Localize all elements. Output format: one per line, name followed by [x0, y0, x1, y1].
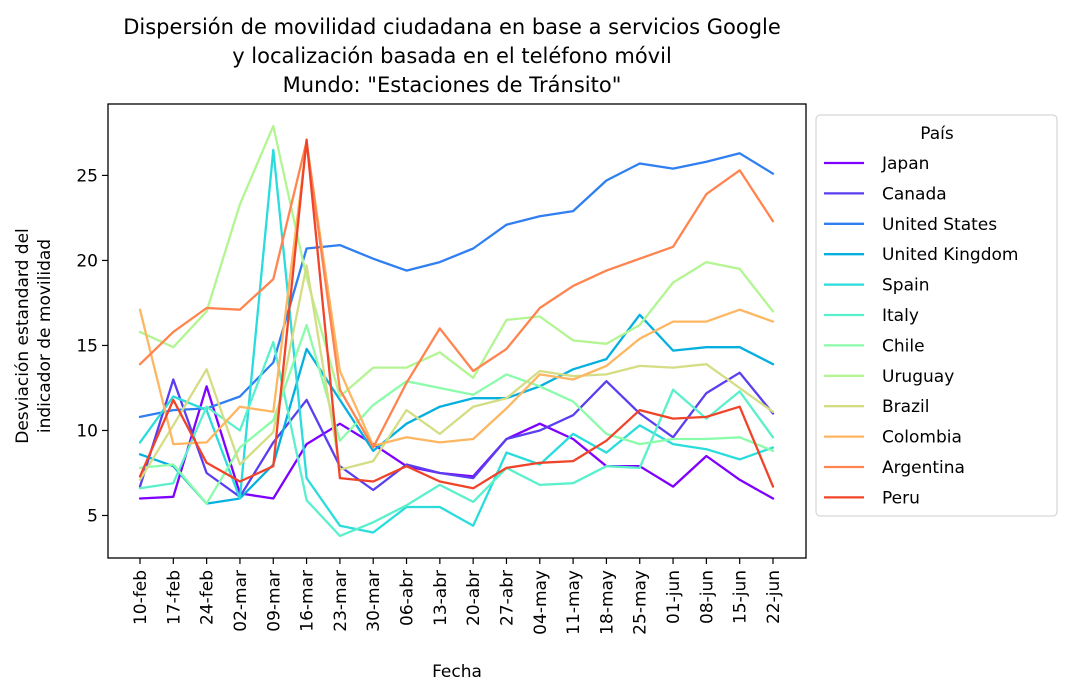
y-tick-label: 10	[76, 421, 98, 441]
x-tick-label: 25-may	[631, 570, 651, 635]
series-line-colombia	[138, 141, 775, 447]
y-tick-label: 20	[76, 251, 98, 271]
series-line-canada	[138, 371, 775, 498]
legend-label-united-states: United States	[882, 215, 997, 235]
series-line-argentina	[138, 140, 775, 449]
series-line-italy	[138, 340, 775, 538]
x-tick-label: 24-feb	[198, 570, 218, 625]
legend-label-peru: Peru	[882, 488, 920, 508]
legend-label-spain: Spain	[882, 276, 930, 296]
x-tick-label: 27-abr	[497, 570, 517, 626]
legend-title: País	[920, 124, 954, 144]
legend-label-brazil: Brazil	[882, 397, 929, 417]
y-tick-label: 5	[87, 506, 98, 526]
legend-label-italy: Italy	[882, 306, 919, 326]
x-tick-label: 13-abr	[431, 570, 451, 626]
series-line-peru	[138, 138, 775, 490]
x-tick-label: 08-jun	[697, 570, 717, 624]
x-tick-label: 01-jun	[664, 570, 684, 624]
legend-label-argentina: Argentina	[882, 458, 965, 478]
x-tick-label: 20-abr	[464, 570, 484, 626]
series-line-chile	[138, 323, 775, 505]
chart-title: Dispersión de movilidad ciudadana en bas…	[123, 15, 781, 97]
plot-frame	[107, 103, 807, 559]
x-tick-label: 10-feb	[131, 570, 151, 625]
legend-frame	[815, 114, 1058, 517]
x-axis-label: Fecha	[432, 662, 482, 682]
x-axis-ticks: 10-feb 17-feb 24-feb 02-mar 09-mar 16-mar 23-m…	[131, 558, 784, 635]
y-axis-ticks: 5 10 15 20 25	[76, 166, 108, 526]
x-tick-label: 06-abr	[398, 570, 418, 626]
y-axis-label: Desviación estandard del indicador de mo…	[13, 228, 55, 444]
x-tick-label: 09-mar	[264, 570, 284, 632]
chart-title-line-3: Mundo: "Estaciones de Tránsito"	[283, 73, 622, 97]
y-tick-label: 15	[76, 336, 98, 356]
x-tick-label: 02-mar	[231, 570, 251, 632]
series-line-united-kingdom	[138, 313, 775, 505]
series-line-brazil	[138, 264, 775, 481]
legend: País Japan Canada United States United King…	[815, 114, 1058, 517]
plot-area	[138, 124, 775, 538]
legend-label-colombia: Colombia	[882, 428, 962, 448]
x-tick-label: 22-jun	[764, 570, 784, 624]
x-tick-label: 16-mar	[298, 570, 318, 632]
legend-label-canada: Canada	[882, 184, 947, 204]
y-axis-label-line-1: Desviación estandard del	[13, 228, 33, 444]
chart-title-line-2: y localización basada en el teléfono móv…	[232, 44, 672, 68]
series-line-united-states	[138, 152, 775, 419]
x-tick-label: 18-may	[597, 570, 617, 635]
x-tick-label: 23-mar	[331, 570, 351, 632]
legend-label-japan: Japan	[881, 154, 929, 174]
chart-title-line-1: Dispersión de movilidad ciudadana en bas…	[123, 15, 781, 39]
legend-label-uruguay: Uruguay	[882, 367, 954, 387]
x-tick-label: 11-may	[564, 570, 584, 635]
series-line-uruguay	[138, 124, 775, 398]
x-tick-label: 30-mar	[364, 570, 384, 632]
x-tick-label: 04-may	[531, 570, 551, 635]
x-tick-label: 17-feb	[164, 570, 184, 625]
legend-label-chile: Chile	[882, 336, 925, 356]
x-tick-label: 15-jun	[731, 570, 751, 624]
y-tick-label: 25	[76, 166, 98, 186]
legend-label-united-kingdom: United Kingdom	[882, 245, 1018, 265]
y-axis-label-line-2: indicador de movilidad	[35, 239, 55, 433]
